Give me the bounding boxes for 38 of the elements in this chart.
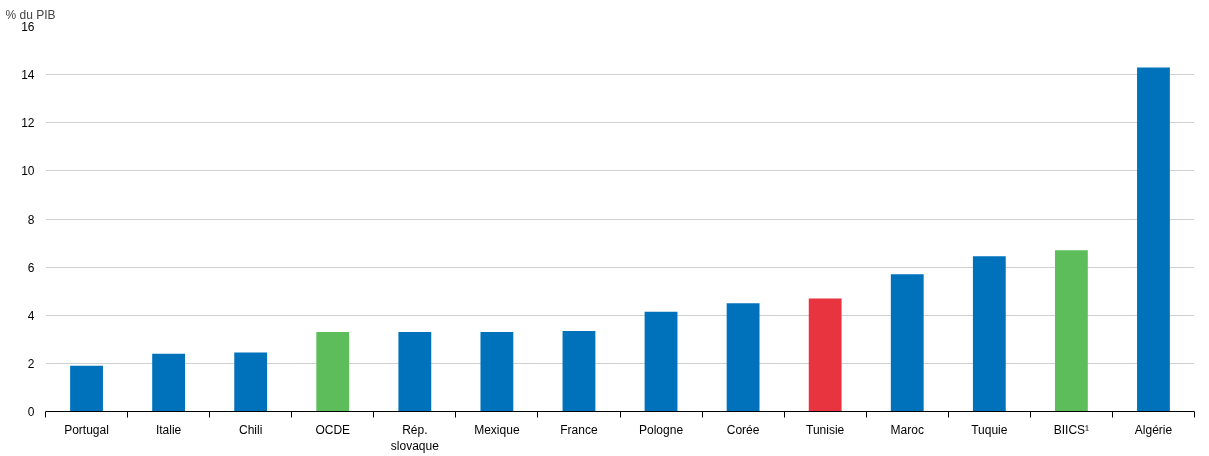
bar — [808, 298, 842, 412]
bar — [562, 330, 596, 412]
y-tick-label: 10 — [21, 164, 35, 179]
x-tick-label: Tunisie — [806, 422, 845, 437]
bar — [480, 332, 514, 412]
y-axis-title: % du PIB — [5, 7, 56, 22]
x-tick-label: Tuquie — [971, 422, 1008, 437]
x-tick-label: Portugal — [64, 422, 109, 437]
x-tick-label: Pologne — [639, 422, 684, 437]
y-tick-label: 6 — [27, 260, 35, 275]
y-tick-label: 16 — [21, 20, 35, 34]
bar — [644, 311, 678, 412]
y-tick-label: 8 — [27, 212, 35, 227]
bar — [398, 332, 432, 412]
x-tick-label: Rép. slovaque — [390, 422, 440, 454]
bar — [1054, 250, 1088, 412]
x-tick-label: Chili — [239, 422, 263, 437]
bar — [972, 256, 1006, 412]
bar — [890, 274, 924, 412]
bar — [316, 332, 350, 412]
y-tick-label: 4 — [27, 308, 35, 323]
y-tick-label: 12 — [21, 116, 35, 131]
x-tick-label: Italie — [155, 422, 182, 437]
bar — [726, 303, 760, 412]
y-tick-label: 0 — [27, 405, 35, 419]
x-tick-label: Corée — [726, 422, 760, 437]
x-tick-label: Algérie — [1134, 422, 1173, 437]
y-tick-label: 14 — [21, 68, 35, 83]
x-tick-label: Mexique — [474, 422, 520, 437]
x-tick-label: Maroc — [890, 422, 924, 437]
bar — [152, 353, 186, 412]
bar — [234, 352, 268, 412]
bar — [70, 365, 103, 412]
bar — [1137, 67, 1170, 412]
x-tick-label: France — [560, 422, 598, 437]
y-tick-label: 2 — [27, 356, 35, 371]
x-tick-label: OCDE — [315, 422, 351, 437]
x-tick-label: BIICS¹ — [1053, 422, 1090, 437]
